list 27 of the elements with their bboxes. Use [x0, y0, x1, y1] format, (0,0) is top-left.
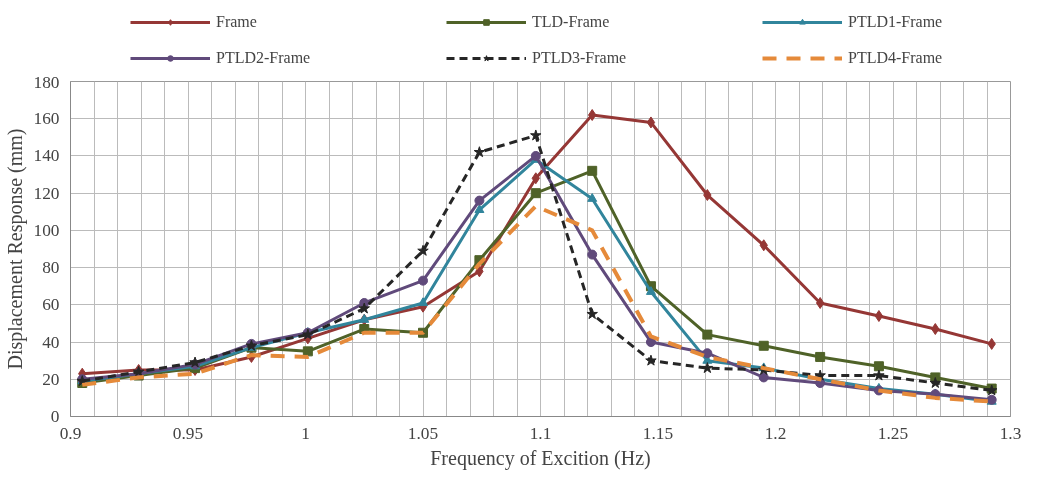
legend-label: PTLD2-Frame	[216, 49, 312, 67]
y-tick-label: 100	[33, 220, 60, 240]
legend-label: PTLD1-Frame	[848, 13, 944, 31]
y-tick-label: 20	[42, 369, 60, 389]
x-tick-label: 0.95	[172, 423, 204, 443]
y-tick-label: 60	[42, 295, 60, 315]
x-tick-label: 1.1	[529, 423, 552, 443]
x-tick-label: 1.2	[764, 423, 787, 443]
legend-label: TLD-Frame	[532, 13, 611, 31]
y-tick-label: 40	[42, 332, 60, 352]
legend-label: Frame	[216, 13, 258, 31]
y-tick-label: 180	[33, 72, 60, 92]
y-tick-label: 0	[50, 407, 60, 426]
x-tick-label: 0.9	[59, 423, 82, 443]
x-tick-label: 1.25	[877, 423, 909, 443]
y-tick-label: 140	[33, 146, 60, 166]
x-tick-label: 1.3	[999, 423, 1022, 443]
y-tick-label: 80	[42, 258, 60, 278]
y-axis-title: Displacement Response (mm)	[3, 128, 27, 370]
x-axis-title: Frequency of Excition (Hz)	[430, 446, 651, 470]
y-tick-label: 160	[33, 109, 60, 129]
legend-label: PTLD3-Frame	[532, 49, 628, 67]
x-tick-label: 1.05	[407, 423, 439, 443]
legend-label: PTLD4-Frame	[848, 49, 944, 67]
x-tick-label: 1	[301, 423, 310, 443]
y-tick-label: 120	[33, 183, 60, 203]
x-tick-label: 1.15	[642, 423, 674, 443]
